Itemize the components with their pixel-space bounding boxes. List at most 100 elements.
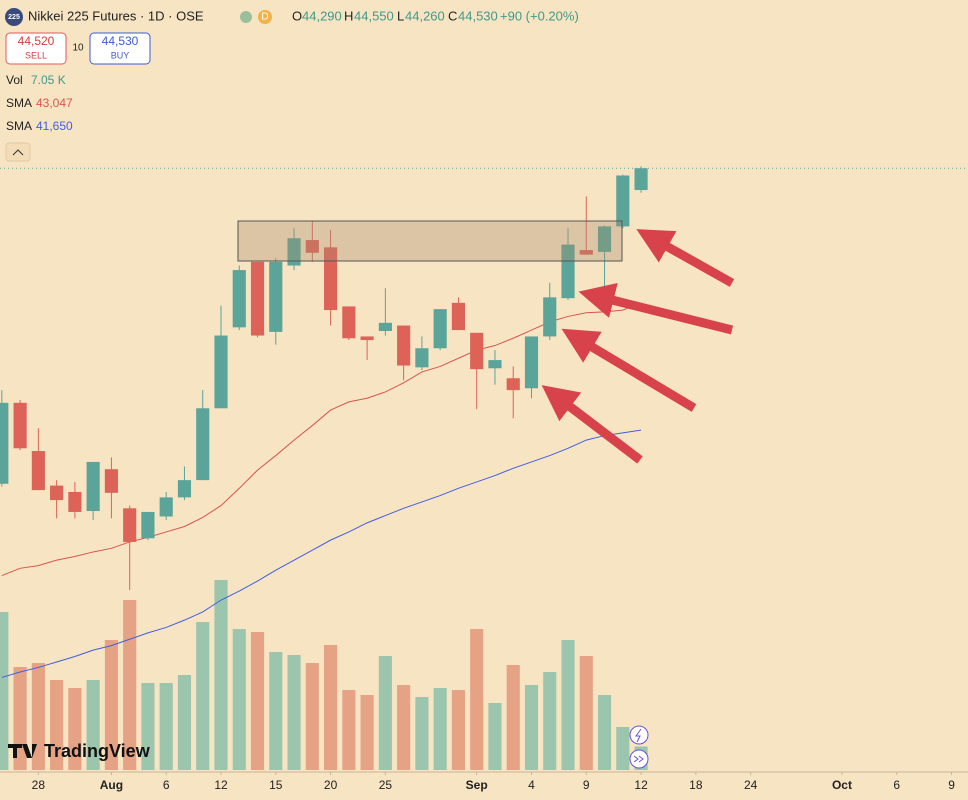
brand: TradingView (44, 741, 151, 761)
candle-body (123, 508, 137, 542)
volume-bar (0, 612, 9, 770)
volume-bar (287, 655, 301, 770)
legend-value: 43,047 (36, 96, 73, 110)
candle-body (196, 408, 210, 481)
volume-bar (86, 680, 100, 770)
candle-body (634, 168, 648, 191)
icon (635, 728, 642, 743)
volume-bar (342, 690, 356, 770)
volume-bar (579, 656, 593, 770)
volume-bar (269, 652, 283, 770)
candle-body (378, 322, 392, 331)
sma-line (1, 429, 642, 678)
arrows (541, 229, 735, 464)
icon (633, 755, 644, 763)
ohlc-label: H (344, 8, 353, 23)
ohlc-value: 44,260 (405, 8, 445, 23)
logo (5, 8, 23, 26)
candle-body (543, 297, 557, 337)
ohlc-value: 44,550 (354, 8, 394, 23)
candle-body (86, 461, 100, 512)
ohlc-value: 44,290 (302, 8, 342, 23)
candle-body (13, 402, 27, 449)
volume-bar (324, 645, 338, 770)
x-tick-label: Aug (100, 778, 123, 792)
candle-body (415, 348, 429, 368)
x-tick-label: 9 (583, 778, 590, 792)
buy-button[interactable] (89, 32, 151, 65)
volume-bar (159, 683, 173, 770)
candle-body (269, 261, 283, 332)
arrow (541, 385, 643, 464)
arrow (636, 229, 735, 287)
x-tick-label: 12 (634, 778, 648, 792)
candle-body (214, 335, 228, 409)
volume-bar (250, 632, 265, 770)
candle-body (433, 309, 447, 349)
ohlc-label: C (448, 8, 457, 23)
x-tick-label: 20 (324, 778, 338, 792)
brand-icon (8, 744, 37, 758)
range-box (237, 220, 623, 262)
sell-label: SELL (25, 50, 47, 60)
candle-body (232, 270, 246, 328)
candle-body (524, 336, 539, 389)
volume-bar (68, 688, 82, 770)
icon-button[interactable] (629, 725, 649, 745)
x-tick-label: 6 (893, 778, 900, 792)
candle-body (451, 302, 466, 331)
collapse-button[interactable] (5, 142, 31, 162)
candle-body (31, 451, 45, 491)
ohlc-value: 44,530 (458, 8, 498, 23)
badge (258, 10, 272, 24)
sell-button[interactable] (5, 32, 67, 65)
candle-body (177, 480, 192, 498)
legend-value: 7.05 K (31, 73, 66, 87)
candle-body (488, 360, 502, 369)
volume-bar (104, 640, 118, 770)
volume-bar (488, 703, 502, 770)
legend-label: SMA (6, 96, 32, 110)
volume-bar (141, 683, 155, 770)
candle-body (50, 485, 64, 501)
volume-bar (470, 629, 484, 770)
candle-body (250, 261, 265, 336)
x-tick-label: 4 (528, 778, 535, 792)
x-tick-label: 6 (163, 778, 170, 792)
volume-bar (397, 685, 411, 770)
collapse-icon (12, 149, 24, 156)
volume-bar (415, 697, 429, 770)
candle-body (561, 244, 575, 299)
volume-bar (214, 580, 228, 770)
volume-bar (31, 663, 45, 770)
status-dot (240, 11, 252, 23)
ohlc-label: O (292, 8, 302, 23)
x-tick-label: 12 (214, 778, 228, 792)
sma-line (1, 302, 642, 577)
icon-button[interactable] (629, 749, 649, 769)
x-tick-label: Oct (832, 778, 852, 792)
volume-bar (543, 672, 557, 770)
candle-body (159, 497, 173, 517)
candle-body (324, 247, 338, 311)
arrow (578, 282, 734, 335)
candle-body (360, 336, 374, 341)
x-tick-label: 28 (32, 778, 46, 792)
x-tick-label: 18 (689, 778, 703, 792)
quantity: 10 (72, 43, 84, 54)
volume-bar (506, 665, 520, 770)
candle-body (397, 325, 411, 366)
candle-body (141, 511, 155, 539)
change: +90 (+0.20%) (500, 8, 579, 23)
candle-body (506, 378, 520, 391)
x-tick-label: 25 (379, 778, 393, 792)
x-tick-label: 24 (744, 778, 758, 792)
volume-bar (378, 656, 392, 770)
sell-price: 44,520 (18, 34, 55, 48)
badge-text: D (261, 12, 268, 23)
logo-text: 225 (8, 14, 20, 21)
volume-bar (561, 640, 575, 770)
arrow (561, 328, 697, 412)
legend-label: SMA (6, 119, 32, 133)
